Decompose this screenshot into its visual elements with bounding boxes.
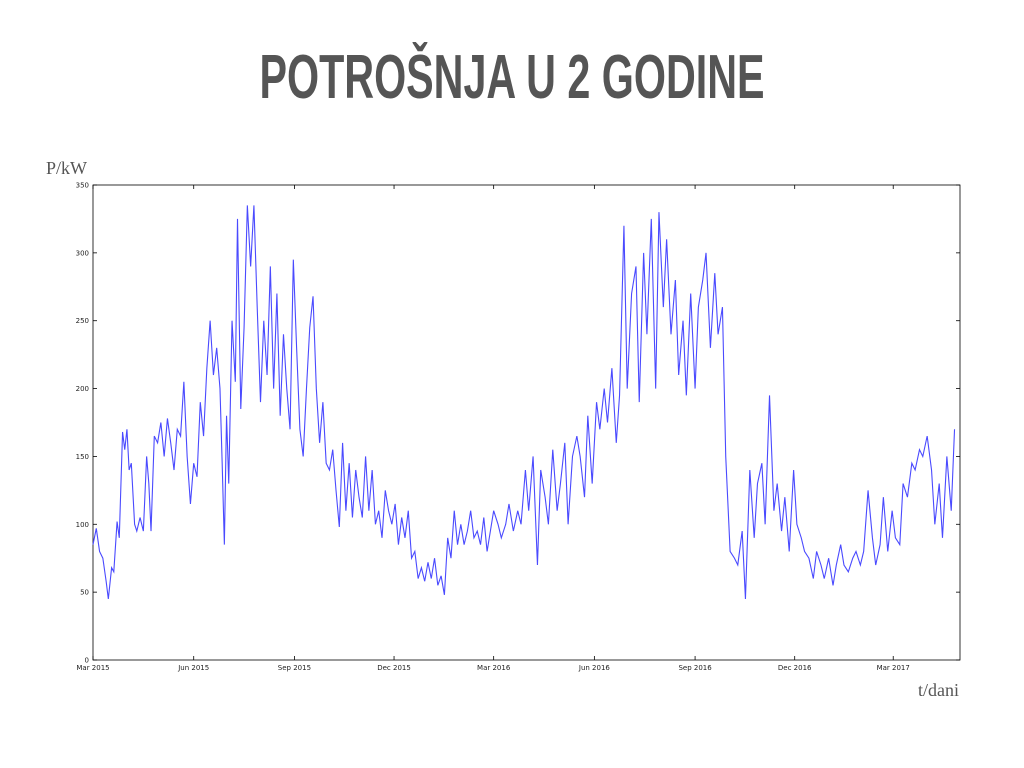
slide-title: POTROŠNJA U 2 GODINE	[260, 43, 765, 112]
y-tick-label: 50	[80, 589, 89, 597]
y-tick-label: 300	[76, 249, 89, 257]
y-axis-label: P/kW	[46, 158, 87, 178]
plot-frame	[92, 184, 961, 661]
x-tick-label: Mar 2015	[76, 664, 109, 672]
y-tick-label: 0	[85, 657, 89, 665]
data-line	[92, 205, 956, 599]
x-tick-label: Mar 2016	[477, 664, 511, 672]
y-tick-label: 100	[76, 521, 89, 529]
x-tick-label: Jun 2016	[578, 664, 611, 672]
x-tick-label: Mar 2017	[877, 664, 910, 672]
x-tick-label: Sep 2015	[278, 664, 311, 672]
y-tick-label: 250	[76, 317, 89, 325]
y-tick-label: 150	[76, 453, 89, 461]
y-tick-label: 200	[76, 385, 89, 393]
x-axis-label: t/dani	[918, 680, 959, 700]
x-tick-label: Dec 2016	[778, 664, 812, 672]
x-tick-label: Sep 2016	[678, 664, 712, 672]
x-tick-label: Dec 2015	[377, 664, 411, 672]
y-tick-label: 350	[76, 182, 89, 190]
x-tick-label: Jun 2015	[177, 664, 209, 672]
